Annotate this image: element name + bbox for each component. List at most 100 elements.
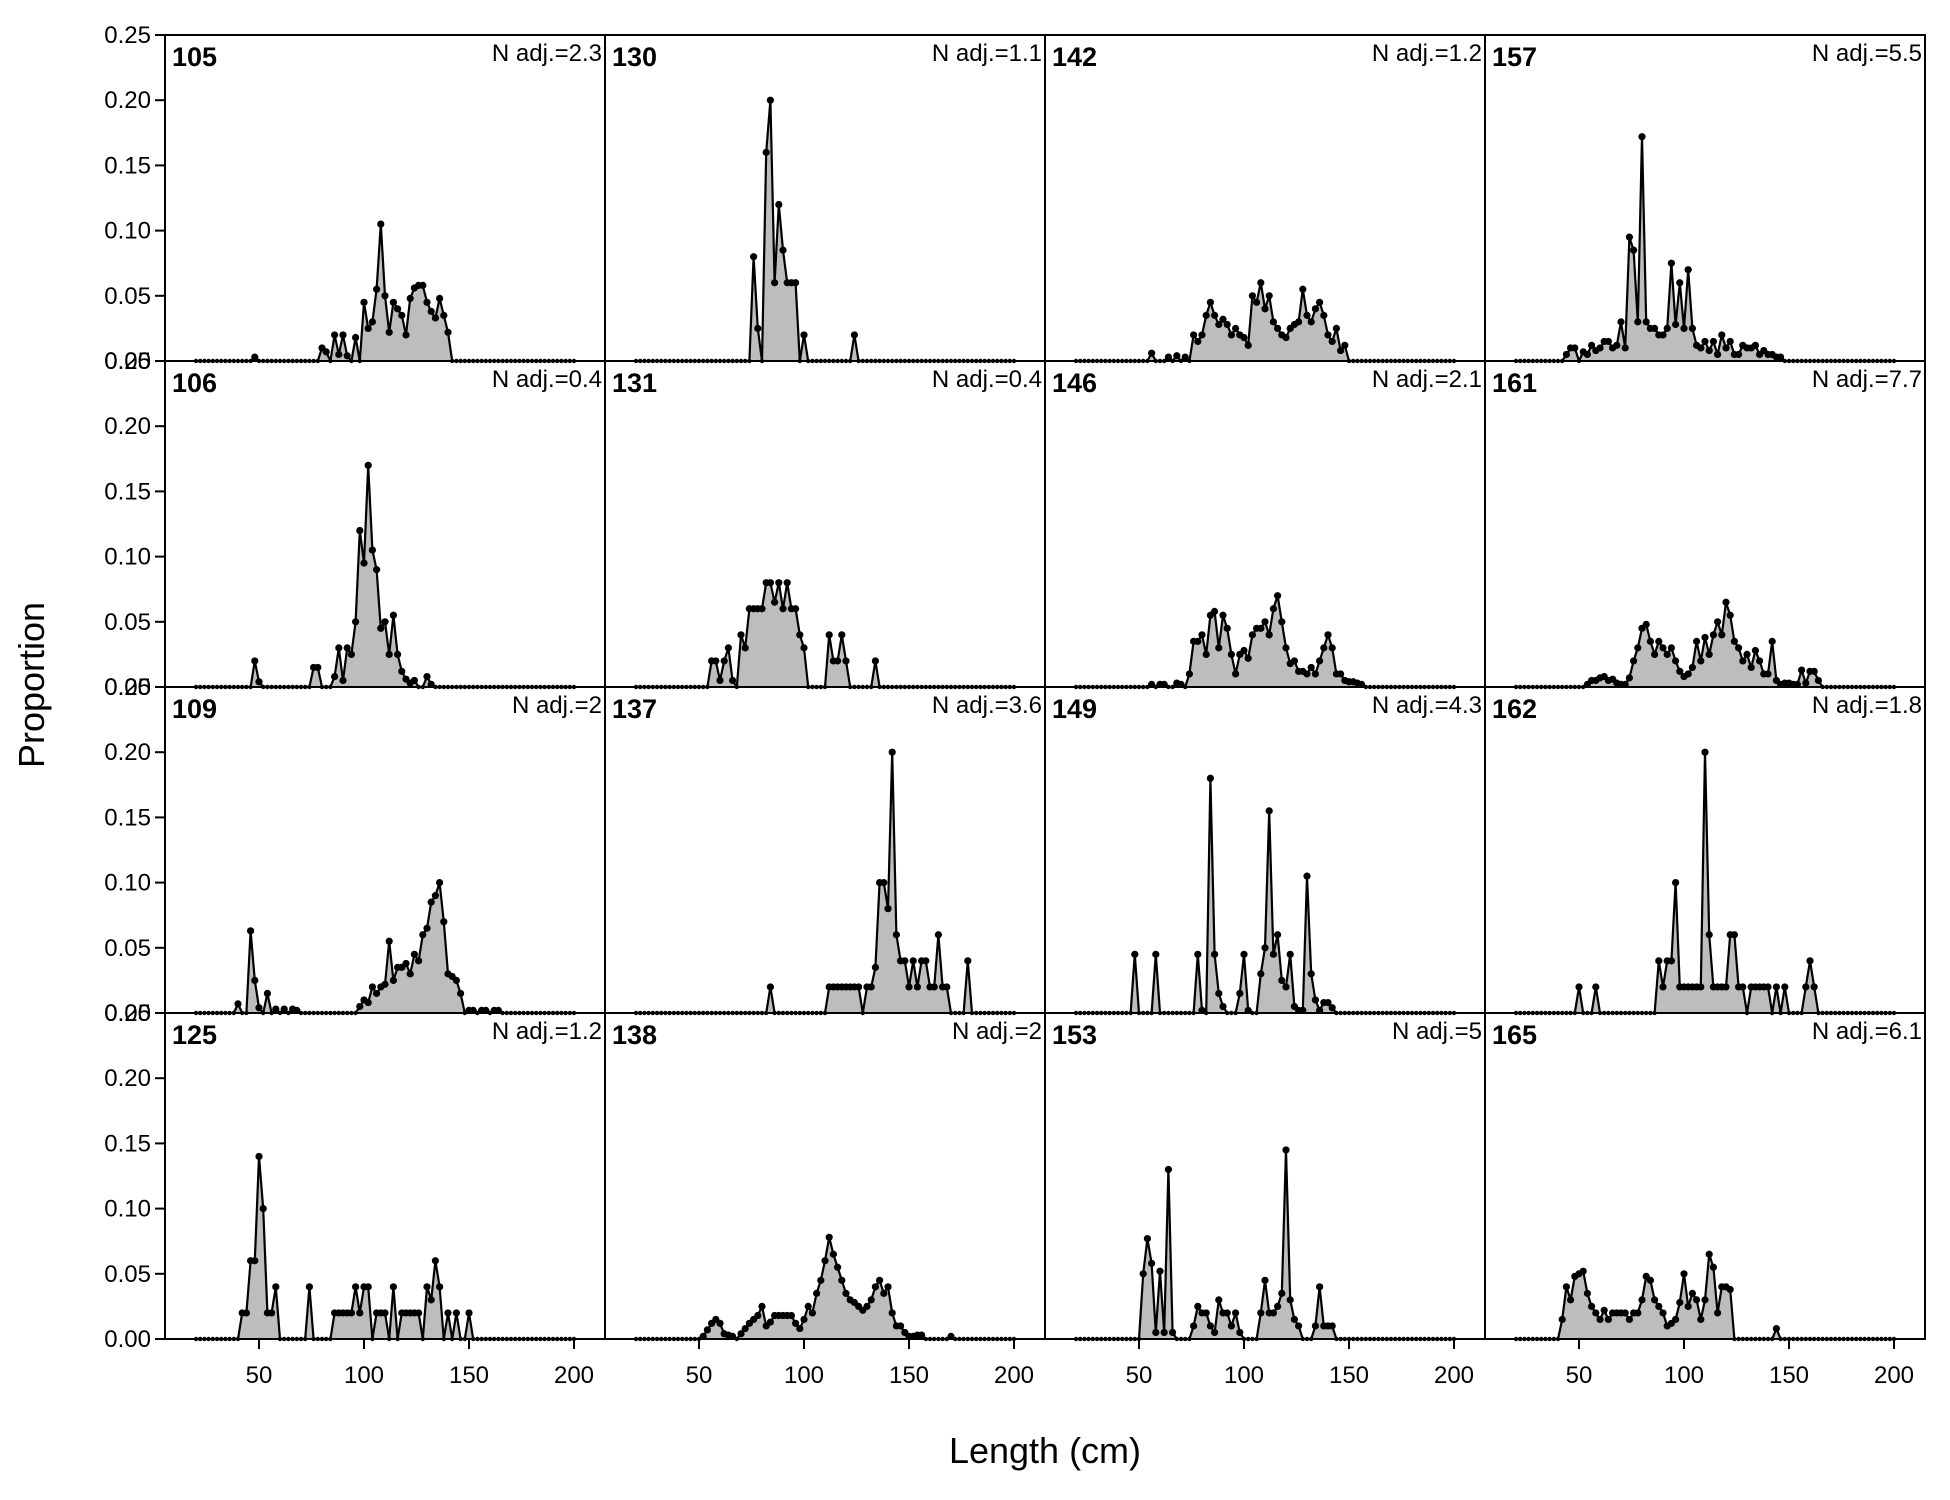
- data-point: [280, 1005, 288, 1013]
- data-point: [255, 678, 263, 686]
- data-point: [1232, 670, 1240, 678]
- data-point: [1562, 1283, 1570, 1291]
- y-tick-label: 0.05: [104, 609, 151, 636]
- panel-frame: [164, 1012, 606, 1340]
- data-point: [1274, 931, 1282, 939]
- data-point: [1726, 337, 1734, 346]
- data-point: [423, 1283, 431, 1291]
- data-point: [1663, 324, 1671, 332]
- data-point: [1638, 1296, 1646, 1304]
- data-point: [888, 748, 896, 756]
- x-tick-label: 200: [994, 1362, 1034, 1389]
- data-point: [251, 1257, 259, 1265]
- data-point: [419, 281, 427, 289]
- data-point: [1751, 341, 1759, 349]
- data-point: [1659, 1309, 1667, 1317]
- panel-106: 106 N adj.=0.4 0.00 0.05 0.10 0.15 0.20 0.25: [104, 348, 606, 701]
- panel-137: 137 N adj.=3.6: [604, 686, 1046, 1016]
- x-tick-label: 100: [1224, 1362, 1264, 1389]
- data-point: [247, 927, 255, 935]
- data-point: [1735, 350, 1743, 359]
- data-point: [251, 976, 259, 985]
- data-point: [1693, 637, 1701, 645]
- data-point: [724, 644, 733, 652]
- data-point: [850, 331, 859, 339]
- data-point: [268, 1309, 276, 1317]
- data-point: [1307, 663, 1315, 672]
- data-point: [1261, 618, 1269, 626]
- data-point: [897, 1322, 905, 1330]
- data-point: [800, 331, 808, 339]
- data-point: [1211, 311, 1219, 319]
- data-point: [1588, 1302, 1596, 1310]
- data-point: [1223, 1309, 1231, 1317]
- data-point: [1265, 807, 1273, 815]
- data-point: [1232, 1309, 1240, 1317]
- data-point: [1181, 353, 1189, 361]
- area-fill-157: [1516, 136, 1894, 361]
- data-point: [1739, 657, 1747, 665]
- data-point: [1583, 1289, 1591, 1297]
- data-point: [1646, 1276, 1654, 1284]
- data-point: [1269, 950, 1277, 958]
- panel-n-adj-label: N adj.=5: [1392, 1018, 1482, 1045]
- panel-id-label: 130: [612, 42, 657, 72]
- data-point: [1286, 950, 1294, 958]
- data-point: [783, 579, 791, 587]
- panel-id-label: 146: [1052, 368, 1097, 398]
- area-fill-131: [636, 582, 1014, 687]
- data-point: [1634, 1309, 1642, 1317]
- data-point: [1705, 650, 1713, 659]
- panel-157: 157 N adj.=5.5: [1484, 34, 1926, 364]
- x-tick-label: 100: [784, 1362, 824, 1389]
- series-line-157: [1516, 135, 1894, 363]
- data-point: [1693, 1296, 1701, 1304]
- data-point: [712, 657, 720, 665]
- data-point: [703, 1326, 712, 1334]
- data-point: [234, 1000, 242, 1008]
- x-tick-label: 200: [1434, 1362, 1474, 1389]
- data-point: [423, 924, 431, 932]
- data-point: [1253, 298, 1261, 306]
- panel-146: 146 N adj.=2.1: [1044, 360, 1486, 690]
- data-point: [1244, 341, 1252, 349]
- data-point: [821, 1257, 829, 1265]
- data-point: [1768, 637, 1776, 645]
- data-point: [766, 579, 775, 587]
- data-point: [389, 611, 397, 619]
- data-point: [1290, 1315, 1298, 1324]
- y-tick-label: 0.20: [104, 87, 151, 114]
- x-tick-label: 150: [1329, 1362, 1369, 1389]
- panel-n-adj-label: N adj.=3.6: [932, 692, 1042, 719]
- data-point: [1164, 353, 1172, 361]
- panel-frame: [164, 686, 606, 1014]
- data-point: [842, 1289, 850, 1297]
- data-point: [1257, 970, 1265, 978]
- data-point: [825, 631, 833, 639]
- data-point: [1579, 1267, 1587, 1275]
- data-point: [1261, 1276, 1269, 1284]
- data-point: [1625, 233, 1633, 241]
- data-point: [1667, 644, 1675, 652]
- data-point: [1269, 1309, 1277, 1317]
- data-point: [876, 1276, 884, 1284]
- data-point: [431, 1257, 439, 1265]
- data-point: [305, 1283, 313, 1291]
- data-point: [1295, 318, 1303, 326]
- y-tick-label: 0.00: [104, 1326, 151, 1353]
- data-point: [1672, 657, 1680, 665]
- y-tick-label: 0.20: [104, 739, 151, 766]
- data-point: [1625, 1315, 1633, 1324]
- data-point: [1600, 1306, 1608, 1314]
- data-point: [871, 963, 880, 971]
- data-point: [1617, 318, 1625, 326]
- data-point: [436, 1283, 444, 1291]
- data-point: [255, 1004, 263, 1012]
- data-point: [716, 1319, 724, 1327]
- data-point: [1274, 324, 1282, 332]
- data-point: [1236, 1328, 1244, 1337]
- data-point: [800, 644, 808, 652]
- data-point: [389, 976, 397, 985]
- data-point: [352, 618, 360, 626]
- y-tick-label: 0.10: [104, 218, 151, 245]
